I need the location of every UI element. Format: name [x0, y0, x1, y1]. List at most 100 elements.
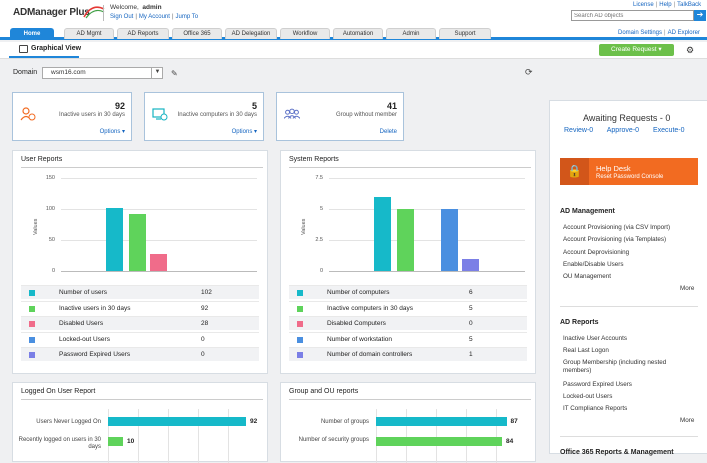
- help-desk-title: Help Desk: [596, 164, 631, 173]
- more-link[interactable]: More: [680, 417, 695, 424]
- legend-row[interactable]: Locked-out Users 0: [21, 331, 259, 346]
- chart-bar[interactable]: [376, 417, 507, 426]
- legend-row[interactable]: Inactive users in 30 days 92: [21, 300, 259, 315]
- chevron-down-icon[interactable]: ▼: [151, 67, 163, 79]
- review-link[interactable]: Review-0: [564, 127, 594, 134]
- grid-line: [61, 240, 257, 241]
- legend-label: Number of domain controllers: [327, 351, 413, 358]
- y-tick-label: 100: [45, 206, 55, 212]
- legend-row[interactable]: Number of workstation 5: [289, 331, 527, 346]
- quick-link[interactable]: Account Provisioning (via Templates): [563, 236, 667, 243]
- grid-line: [61, 209, 257, 210]
- chart-bar[interactable]: [376, 437, 502, 446]
- legend-row[interactable]: Number of domain controllers 1: [289, 347, 527, 361]
- create-request-button[interactable]: Create Request ▾: [599, 44, 674, 56]
- section-divider: [560, 306, 698, 307]
- search-arrow-icon[interactable]: ➔: [694, 10, 706, 21]
- legend-swatch: [29, 352, 35, 358]
- tab-office-365[interactable]: Office 365: [172, 28, 222, 39]
- talkback-link[interactable]: TalkBack: [677, 2, 702, 8]
- quick-link[interactable]: Password Expired Users: [563, 381, 632, 388]
- chart-bar[interactable]: [374, 196, 391, 271]
- stat-value: 5: [251, 101, 257, 111]
- tab-workflow[interactable]: Workflow: [280, 28, 330, 39]
- quick-link[interactable]: Inactive User Accounts: [563, 335, 628, 342]
- username: admin: [142, 4, 162, 11]
- app-logo[interactable]: ADManager Plus: [13, 7, 90, 18]
- delete-link[interactable]: Delete: [379, 129, 397, 135]
- panel-divider: [21, 399, 263, 400]
- refresh-icon[interactable]: ⟳: [525, 67, 533, 77]
- quick-link[interactable]: Account Deprovisioning: [563, 249, 630, 256]
- gear-icon[interactable]: ⚙: [686, 45, 695, 55]
- legend-value: 6: [469, 289, 473, 296]
- quick-link[interactable]: Locked-out Users: [563, 393, 613, 400]
- reset-password-console-link[interactable]: Reset Password Console: [596, 174, 664, 180]
- chart-bar[interactable]: [108, 417, 246, 426]
- y-axis-title: Values: [301, 218, 307, 235]
- tab-support[interactable]: Support: [439, 28, 491, 39]
- approve-link[interactable]: Approve-0: [606, 127, 640, 134]
- help-desk-banner[interactable]: 🔒 Help Desk Reset Password Console: [560, 158, 698, 185]
- sign-out-link[interactable]: Sign Out: [110, 14, 134, 20]
- tab-home[interactable]: Home: [10, 28, 54, 39]
- office-365-title: Office 365 Reports & Management: [560, 449, 674, 456]
- quick-link[interactable]: Enable/Disable Users: [563, 261, 624, 268]
- user-reports-panel: User Reports Values 150 100 50 0 Number …: [12, 150, 268, 374]
- help-link[interactable]: Help: [659, 2, 672, 8]
- quick-link[interactable]: Group Membership (including nested membe…: [563, 359, 667, 374]
- jump-to-link[interactable]: Jump To: [175, 14, 199, 20]
- group-ou-report-panel: Group and OU reports Number of groups Nu…: [280, 382, 536, 463]
- section-divider: [560, 436, 698, 437]
- domain-settings-link[interactable]: Domain Settings: [618, 30, 663, 36]
- legend-row[interactable]: Inactive computers in 30 days 5: [289, 300, 527, 315]
- options-link[interactable]: Options ▾: [99, 129, 125, 135]
- chart-bar[interactable]: [106, 207, 123, 271]
- legend-row[interactable]: Password Expired Users 0: [21, 347, 259, 361]
- quick-link[interactable]: OU Management: [563, 273, 611, 280]
- tab-automation[interactable]: Automation: [333, 28, 383, 39]
- stat-value: 41: [386, 101, 397, 111]
- chart-bar[interactable]: [441, 209, 458, 271]
- legend-value: 0: [469, 320, 473, 327]
- logo-divider: [103, 5, 104, 21]
- legend-swatch: [29, 305, 35, 312]
- chart-bar[interactable]: [108, 437, 123, 446]
- chart-bar[interactable]: [150, 253, 167, 271]
- legend-row[interactable]: Disabled Computers 0: [289, 316, 527, 330]
- graphical-view-icon: [19, 45, 28, 53]
- grid-line: [329, 178, 525, 179]
- chart-bar[interactable]: [462, 258, 479, 271]
- grid-line: [406, 409, 407, 463]
- chart-bar[interactable]: [397, 209, 414, 271]
- license-link[interactable]: License: [633, 2, 654, 8]
- lock-icon: 🔒: [560, 158, 589, 185]
- execute-link[interactable]: Execute-0: [653, 127, 685, 134]
- legend-value: 102: [201, 289, 212, 296]
- tab-ad-delegation[interactable]: AD Delegation: [225, 28, 277, 39]
- tab-ad-mgmt[interactable]: AD Mgmt: [64, 28, 114, 39]
- tab-admin[interactable]: Admin: [386, 28, 436, 39]
- more-link[interactable]: More: [680, 285, 695, 292]
- legend-row[interactable]: Number of users 102: [21, 285, 259, 299]
- quick-link[interactable]: Account Provisioning (via CSV Import): [563, 224, 671, 231]
- quick-link[interactable]: IT Compliance Reports: [563, 405, 628, 412]
- domain-select[interactable]: wsm16.com: [42, 67, 163, 79]
- my-account-link[interactable]: My Account: [138, 14, 170, 20]
- chart-bar[interactable]: [129, 213, 146, 271]
- legend-row[interactable]: Number of computers 6: [289, 285, 527, 299]
- grid-line: [138, 409, 139, 463]
- tab-ad-reports[interactable]: AD Reports: [117, 28, 169, 39]
- legend-swatch: [29, 290, 35, 296]
- options-link[interactable]: Options ▾: [231, 129, 257, 135]
- grid-line: [198, 409, 199, 463]
- search-input[interactable]: [571, 10, 694, 21]
- logged-on-user-report-panel: Logged On User Report Users Never Logged…: [12, 382, 268, 463]
- quick-link[interactable]: Real Last Logon: [563, 347, 609, 354]
- pencil-icon[interactable]: ✎: [171, 69, 178, 78]
- ad-explorer-link[interactable]: AD Explorer: [667, 30, 700, 36]
- legend-row[interactable]: Disabled Users 28: [21, 316, 259, 330]
- stat-label: Inactive computers in 30 days: [177, 112, 257, 118]
- x-axis-line: [329, 271, 525, 272]
- page-title[interactable]: Graphical View: [31, 45, 82, 52]
